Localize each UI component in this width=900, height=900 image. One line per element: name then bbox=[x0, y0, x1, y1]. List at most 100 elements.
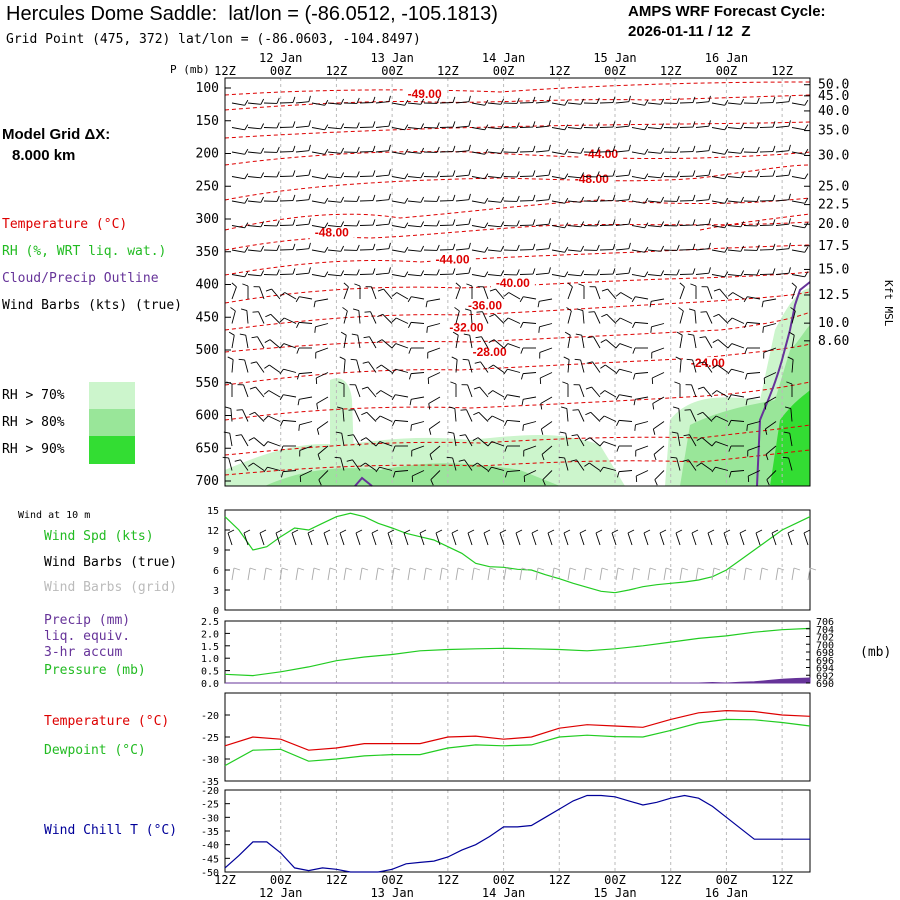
wind-barb-flag bbox=[475, 336, 482, 339]
wind-barb-flag bbox=[660, 196, 665, 203]
wind-barb-flag bbox=[468, 169, 471, 176]
wind-barb-flag bbox=[276, 122, 280, 129]
wind-barb-flag bbox=[788, 120, 791, 127]
wind-barb bbox=[355, 384, 361, 398]
wind-barb-flag bbox=[615, 343, 621, 349]
wind-barb-flag bbox=[692, 170, 696, 177]
wind-barb-flag bbox=[391, 368, 396, 375]
wind-barb bbox=[631, 225, 645, 229]
wind-barb bbox=[327, 249, 341, 252]
wind-barb bbox=[455, 248, 469, 251]
wind-barb-flag bbox=[612, 243, 616, 250]
wind-barb bbox=[283, 394, 297, 398]
wind-barb bbox=[455, 272, 469, 275]
pressure-tick-label: 690 bbox=[816, 679, 834, 690]
wind-barb-flag bbox=[520, 373, 524, 380]
wind-barb-flag bbox=[308, 218, 311, 225]
wind-barb-flag bbox=[540, 428, 544, 435]
wind-barb bbox=[566, 408, 569, 422]
wind-barb bbox=[615, 101, 629, 104]
wind-barb-flag bbox=[580, 123, 585, 130]
wind-barb-flag bbox=[586, 361, 593, 364]
wind-barb-grid bbox=[569, 567, 577, 571]
rh80-swatch bbox=[89, 409, 135, 436]
top-date-label: 16 Jan bbox=[705, 51, 748, 65]
wind-barb-flag bbox=[346, 459, 353, 462]
wind-barb bbox=[407, 102, 421, 105]
wind-barb-flag bbox=[260, 123, 265, 130]
rh90-region bbox=[770, 390, 810, 486]
wind-barb-flag bbox=[772, 194, 776, 201]
wind-barb-grid bbox=[649, 567, 657, 571]
wind-barb bbox=[471, 176, 485, 180]
wind-barb-flag bbox=[612, 170, 616, 177]
wind-barb-flag bbox=[340, 98, 345, 105]
wind-barb bbox=[564, 457, 569, 471]
wind-barb-flag bbox=[404, 173, 409, 179]
wind-barb bbox=[271, 288, 281, 300]
wind-barb-flag bbox=[231, 282, 237, 288]
wind-barb-flag bbox=[265, 288, 272, 292]
wind-panel-y-tick-label: 15 bbox=[207, 506, 219, 517]
contour-label-bg bbox=[463, 299, 507, 313]
temperature-contour-label: -40.00 bbox=[496, 276, 530, 290]
wind-barb bbox=[579, 384, 585, 398]
wind-barb bbox=[231, 102, 245, 106]
wind-barb-grid bbox=[729, 567, 737, 571]
wind-barb-flag bbox=[671, 431, 678, 434]
wind-barb-true bbox=[643, 532, 649, 546]
wind-barb bbox=[283, 343, 297, 349]
wind-barb bbox=[483, 286, 489, 300]
wind-barb bbox=[247, 225, 261, 228]
wind-barb bbox=[715, 441, 729, 447]
wind-barb bbox=[283, 419, 297, 422]
wind-barb bbox=[455, 223, 469, 226]
wind-barb bbox=[295, 223, 309, 226]
wind-barb-flag bbox=[682, 459, 689, 462]
wind-barb-flag bbox=[388, 193, 391, 200]
pressure-tick-label: 694 bbox=[816, 664, 834, 675]
precip-panel-y-tick-label: 0.5 bbox=[201, 667, 219, 678]
wind-barb-true bbox=[691, 529, 699, 534]
top-date-label: 14 Jan bbox=[482, 51, 525, 65]
wind-barb-flag bbox=[708, 218, 711, 225]
wind-barb-flag bbox=[632, 347, 636, 354]
wind-barb bbox=[631, 249, 645, 253]
wind-barb-flag bbox=[404, 197, 409, 204]
wind-barb-flag bbox=[612, 219, 616, 226]
wind-barb-flag bbox=[532, 243, 536, 250]
precip-panel-y-tick-label: 1.5 bbox=[201, 642, 219, 653]
wind-barb-flag bbox=[464, 308, 471, 311]
wind-barb-flag bbox=[756, 122, 760, 129]
wind-barb-flag bbox=[452, 170, 456, 177]
bottom-hour-label: 12Z bbox=[326, 873, 348, 887]
wind-barb-flag bbox=[644, 271, 649, 277]
wind-barb bbox=[711, 225, 725, 229]
wind-barb bbox=[284, 317, 297, 324]
wind-barb bbox=[647, 225, 661, 228]
kft-tick-label: 30.0 bbox=[818, 148, 849, 163]
wind-barb-flag bbox=[472, 437, 479, 441]
wind-barb bbox=[567, 310, 572, 324]
wind-barb bbox=[619, 419, 633, 422]
wind-barb-flag bbox=[308, 169, 311, 176]
wind-barb bbox=[635, 296, 649, 300]
wind-barb-true bbox=[755, 529, 763, 534]
wind-barb bbox=[576, 459, 585, 471]
wind-barb bbox=[455, 174, 469, 177]
wind-barb-flag bbox=[724, 222, 729, 228]
wind-barb-flag bbox=[687, 333, 694, 336]
wind-barb bbox=[535, 223, 549, 226]
wind-barb-true bbox=[243, 532, 249, 546]
kft-axis-label: Kft MSL bbox=[882, 280, 895, 327]
wind-barb bbox=[631, 200, 645, 204]
wind-barb-grid bbox=[791, 567, 795, 581]
wind-barb-flag bbox=[584, 462, 590, 467]
wind-barb-flag bbox=[227, 356, 234, 360]
wind-barb-flag bbox=[239, 333, 246, 336]
wind-barb-flag bbox=[447, 431, 454, 434]
wind-barb-flag bbox=[615, 292, 622, 297]
wind-barb-flag bbox=[596, 146, 600, 153]
wind-barb bbox=[775, 272, 789, 275]
wind-barb bbox=[535, 248, 549, 251]
